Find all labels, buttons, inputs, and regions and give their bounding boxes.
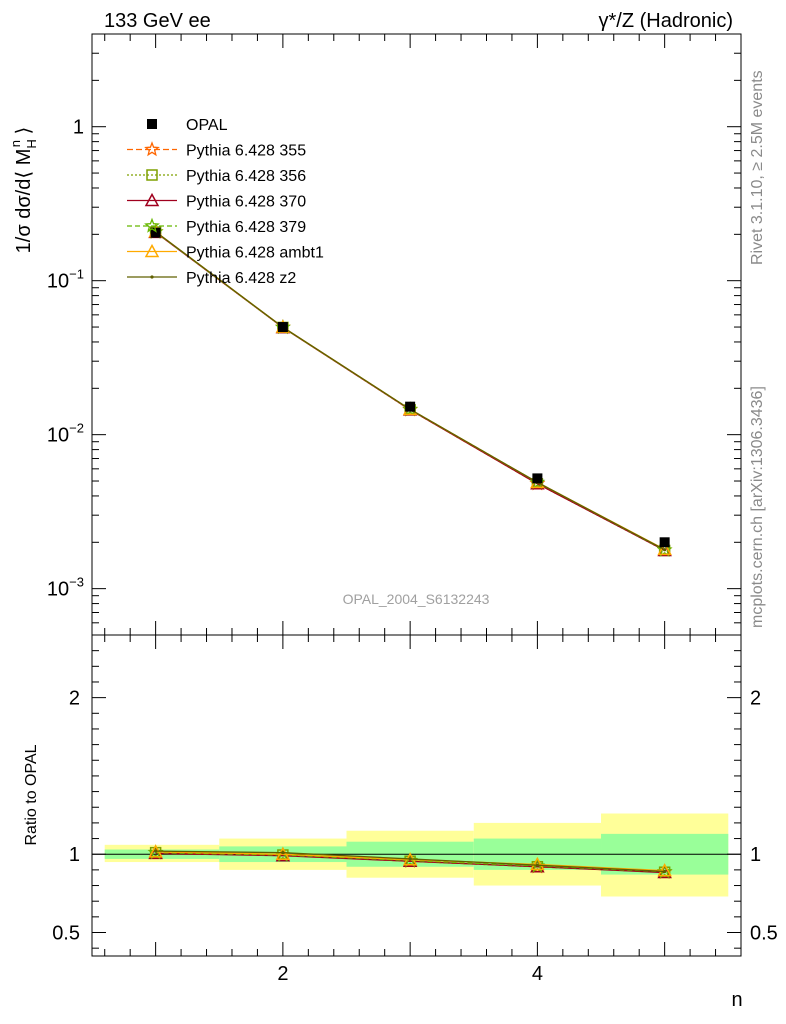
legend-marker <box>144 217 160 233</box>
rivet-version-label: Rivet 3.1.10, ≥ 2.5M events <box>749 70 766 265</box>
data-point <box>532 473 543 484</box>
ratio-series-point <box>657 863 672 877</box>
main-y-axis-label: 1/σ dσ/d⟨ MHn ⟩ <box>8 127 39 254</box>
ratio-uncertainty-bands <box>104 813 729 897</box>
main-series-point <box>663 548 667 552</box>
ratio-plot-frame <box>91 634 742 957</box>
main-y-tick-label: 1 <box>73 117 84 139</box>
main-y-tick-label-base: 10 <box>47 271 69 293</box>
legend-marker <box>150 275 154 279</box>
ratio-series-point <box>275 846 291 860</box>
ratio-series-group <box>147 844 673 879</box>
legend-marker-data <box>147 119 157 129</box>
header-channel-label: γ*/Z (Hadronic) <box>599 10 733 32</box>
ratio-series-point <box>535 863 539 867</box>
ratio-series-point <box>154 849 158 853</box>
ratio-y-tick-label-left: 1 <box>69 844 80 866</box>
main-y-axis-label-sub: H <box>24 139 39 148</box>
main-y-tick-label: 10−1 <box>47 267 84 293</box>
main-y-tick-label-exponent: −1 <box>69 267 84 282</box>
ratio-y-axis-label: Ratio to OPAL <box>23 744 40 845</box>
x-tick-label: 4 <box>532 963 543 985</box>
main-y-tick-label: 10−2 <box>47 421 84 447</box>
main-y-tick-label-base: 10 <box>47 579 69 601</box>
x-tick-label: 2 <box>277 963 288 985</box>
main-y-axis-label-text: 1/σ dσ/d⟨ M <box>13 149 35 254</box>
legend-label: Pythia 6.428 ambt1 <box>186 245 324 262</box>
ratio-axes: 2 4 2 2 1 1 0.5 0.5 <box>52 635 778 985</box>
main-y-tick-label-base: 10 <box>47 425 69 447</box>
legend-label: Pythia 6.428 355 <box>186 143 306 160</box>
ratio-series-point <box>281 851 285 855</box>
main-y-tick-label-exponent: −3 <box>69 575 84 590</box>
legend-marker <box>146 169 158 181</box>
main-series-point <box>656 541 673 557</box>
ratio-series-point <box>663 869 667 874</box>
ratio-y-tick-label-left: 2 <box>69 688 80 710</box>
data-point <box>277 322 288 333</box>
data-point <box>150 227 161 238</box>
ratio-y-tick-label-left: 0.5 <box>52 923 80 945</box>
main-axes: 110−110−210−3 <box>47 33 741 636</box>
ratio-series-line <box>155 852 665 874</box>
ratio-y-tick-label-right: 0.5 <box>750 923 778 945</box>
main-y-axis-label-close: ⟩ <box>13 127 35 140</box>
analysis-watermark: OPAL_2004_S6132243 <box>343 591 490 607</box>
legend-marker <box>144 192 160 207</box>
legend-marker <box>144 243 160 258</box>
x-axis-label: n <box>731 989 742 1011</box>
ratio-series-point <box>408 857 412 861</box>
legend-label: Pythia 6.428 379 <box>186 219 306 236</box>
legend-label: Pythia 6.428 370 <box>186 194 306 211</box>
legend-label-data: OPAL <box>186 117 228 134</box>
header-process-label: 133 GeV ee <box>104 10 211 32</box>
main-y-tick-label-exponent: −2 <box>69 421 84 436</box>
legend: OPAL Pythia 6.428 355 Pythia 6.428 356 Pyth… <box>127 117 324 287</box>
main-y-tick-label: 10−3 <box>47 575 84 601</box>
mcplots-credit-label: mcplots.cern.ch [arXiv:1306.3436] <box>749 386 766 628</box>
legend-label: Pythia 6.428 z2 <box>186 270 296 287</box>
ratio-y-tick-label-right: 1 <box>750 844 761 866</box>
data-point <box>405 401 416 412</box>
ratio-y-tick-label-right: 2 <box>750 688 761 710</box>
ratio-series-point <box>656 863 673 879</box>
data-point <box>659 537 670 548</box>
main-y-axis-label-sup: n <box>8 140 23 147</box>
legend-label: Pythia 6.428 356 <box>186 168 306 185</box>
legend-marker <box>144 141 160 157</box>
ratio-series-point <box>530 856 545 871</box>
